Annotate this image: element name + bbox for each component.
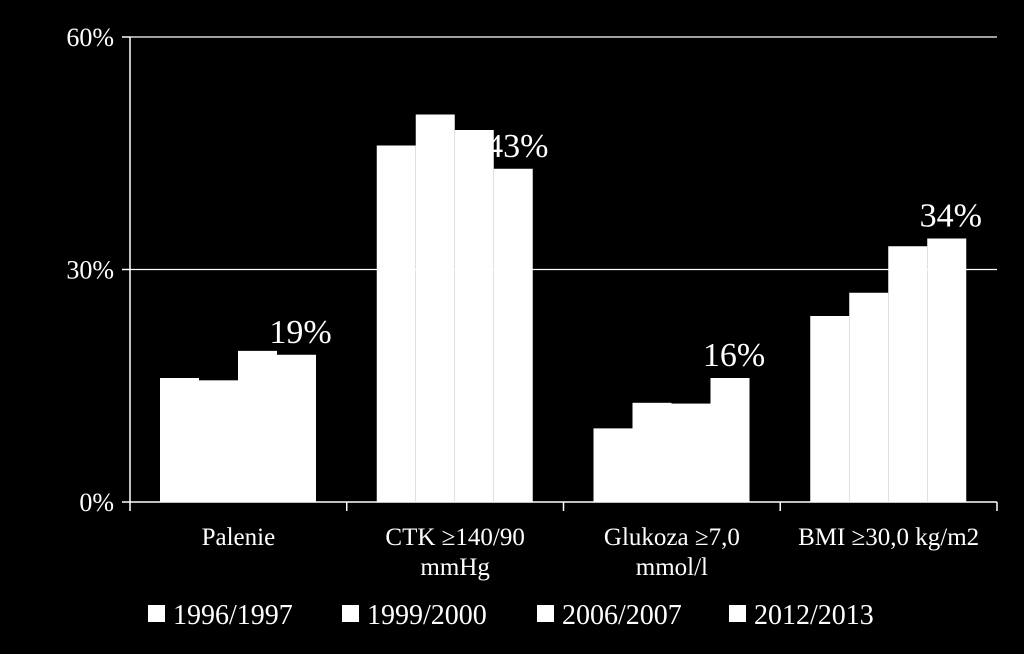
x-category-label: mmHg	[420, 554, 490, 581]
legend-label: 2006/2007	[562, 600, 682, 631]
legend-swatch	[148, 605, 165, 622]
bar-2006-2007-3	[888, 246, 928, 502]
legend-swatch	[537, 605, 554, 622]
legend-label: 1996/1997	[173, 600, 293, 631]
x-axis: Palenie CTK ≥140/90 mmHg Glukoza ≥7,0 mmol/l…	[129, 501, 998, 581]
bar-1999-2000-3	[849, 292, 889, 502]
bar-1999-2000-1	[415, 114, 455, 502]
legend-label: 2012/2013	[754, 600, 874, 631]
y-tick-label: 0%	[79, 488, 114, 517]
data-labels: 19% 43% 16% 34%	[269, 128, 982, 374]
bar-1999-2000-2	[632, 402, 672, 502]
bar-2006-2007-1	[454, 130, 494, 502]
y-tick-label: 60%	[66, 23, 114, 52]
x-category-label: Palenie	[202, 524, 276, 551]
data-label: 16%	[703, 337, 765, 374]
legend-label: 1999/2000	[367, 600, 487, 631]
bar-2012-2013-1	[493, 168, 533, 502]
bar-1996-1997-0	[160, 378, 199, 502]
bar-2006-2007-0	[238, 350, 277, 502]
legend-swatch	[342, 605, 359, 622]
y-axis: 0% 30% 60%	[66, 23, 131, 517]
legend: 1996/1997 1999/2000 2006/2007 2012/2013	[148, 600, 874, 631]
bar-1996-1997-1	[376, 145, 416, 502]
legend-swatch	[729, 605, 746, 622]
bar-2012-2013-3	[927, 238, 967, 502]
x-category-label: CTK ≥140/90	[385, 524, 524, 551]
bar-2012-2013-2	[710, 378, 750, 502]
bar-1996-1997-2	[593, 428, 633, 502]
bar-1999-2000-0	[199, 380, 238, 502]
bar-2012-2013-0	[277, 354, 316, 502]
bar-1996-1997-3	[810, 316, 850, 502]
bars	[160, 114, 967, 502]
bar-2006-2007-2	[671, 403, 711, 502]
data-label: 19%	[269, 314, 331, 351]
x-category-label: mmol/l	[636, 554, 708, 581]
data-label: 43%	[486, 128, 548, 165]
data-label: 34%	[920, 198, 982, 235]
gridlines	[130, 36, 997, 271]
x-category-label: BMI ≥30,0 kg/m2	[798, 524, 979, 551]
x-category-label: Glukoza ≥7,0	[604, 524, 740, 551]
y-tick-label: 30%	[66, 256, 114, 285]
